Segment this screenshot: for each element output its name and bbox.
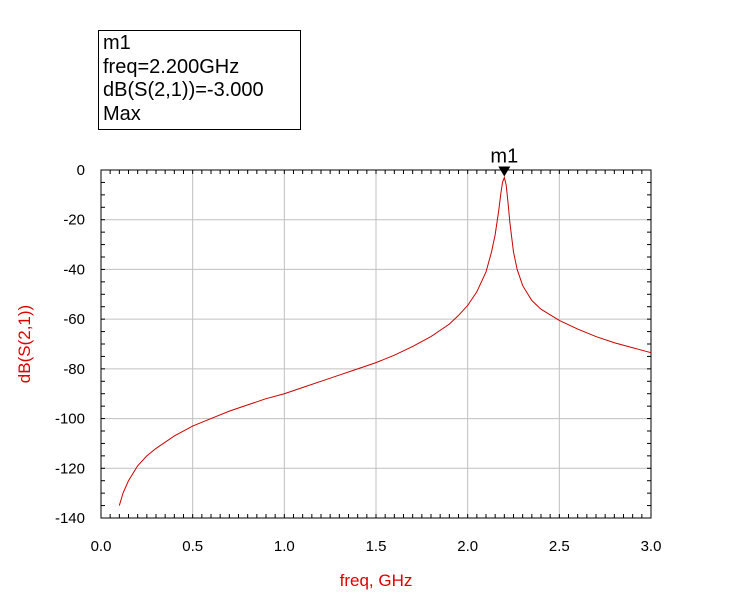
y-tick-label: 0 [77, 162, 85, 179]
x-tick-label: 1.5 [366, 538, 387, 555]
y-tick-label: -140 [55, 510, 85, 527]
x-tick-label: 2.0 [457, 538, 478, 555]
marker-value: dB(S(2,1))=-3.000 [103, 79, 264, 101]
x-tick-labels: 0.0 0.5 1.0 1.5 2.0 2.5 3.0 [91, 538, 662, 555]
marker-frequency: freq=2.200GHz [103, 55, 240, 78]
x-tick-label: 1.0 [274, 538, 295, 555]
y-tick-label: -40 [63, 261, 85, 278]
x-axis-title: freq, GHz [340, 571, 413, 590]
marker-label: m1 [490, 145, 518, 167]
y-tick-label: -20 [63, 212, 85, 229]
plot-frame [100, 169, 652, 519]
marker-name: m1 [103, 32, 131, 54]
marker-readout-box: m1 freq=2.200GHz dB(S(2,1))=-3.000 Max [98, 30, 301, 130]
x-tick-label: 0.0 [91, 538, 112, 555]
marker-triangle-icon [498, 166, 511, 177]
x-tick-label: 2.5 [549, 538, 570, 555]
y-tick-label: -80 [63, 361, 85, 378]
marker-type: Max [103, 102, 141, 125]
y-axis-title: dB(S(2,1)) [15, 305, 34, 383]
marker-m1: m1 [490, 145, 518, 177]
grid-lines [101, 170, 651, 518]
s21-trace [118, 175, 652, 506]
x-tick-label: 0.5 [182, 538, 203, 555]
y-tick-label: -60 [63, 311, 85, 328]
y-tick-label: -100 [55, 411, 85, 428]
x-tick-label: 3.0 [641, 538, 662, 555]
y-tick-label: -120 [55, 460, 85, 477]
y-tick-labels: 0 -20 -40 -60 -80 -100 -120 -140 [55, 162, 85, 527]
